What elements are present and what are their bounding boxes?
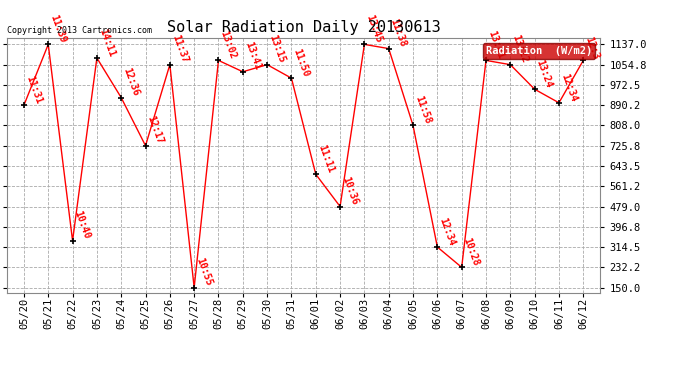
Text: 13:41: 13:41 [486, 29, 506, 60]
Text: 11:11: 11:11 [316, 143, 335, 174]
Text: 11:38: 11:38 [388, 18, 408, 49]
Title: Solar Radiation Daily 20130613: Solar Radiation Daily 20130613 [167, 20, 440, 35]
Text: 14:11: 14:11 [97, 27, 117, 58]
Text: 11:31: 11:31 [24, 74, 43, 105]
Legend: Radiation  (W/m2): Radiation (W/m2) [482, 43, 595, 59]
Text: 11:39: 11:39 [48, 13, 68, 44]
Text: 12:3: 12:3 [583, 35, 601, 60]
Text: 13:22: 13:22 [511, 34, 530, 64]
Text: 12:17: 12:17 [146, 115, 165, 146]
Text: 10:36: 10:36 [340, 176, 359, 207]
Text: 10:28: 10:28 [462, 236, 481, 267]
Text: 11:50: 11:50 [291, 47, 311, 78]
Text: Copyright 2013 Cartronics.com: Copyright 2013 Cartronics.com [7, 26, 152, 35]
Text: 11:58: 11:58 [413, 94, 433, 126]
Text: 13:24: 13:24 [535, 58, 554, 89]
Text: 12:34: 12:34 [559, 72, 578, 103]
Text: 10:55: 10:55 [194, 256, 214, 288]
Text: 12:36: 12:36 [121, 67, 141, 98]
Text: 13:45: 13:45 [364, 13, 384, 44]
Text: 13:15: 13:15 [267, 34, 286, 64]
Text: 11:37: 11:37 [170, 34, 189, 64]
Text: 13:02: 13:02 [219, 29, 238, 60]
Text: 12:34: 12:34 [437, 216, 457, 247]
Text: 13:41: 13:41 [243, 41, 262, 72]
Text: 10:40: 10:40 [72, 210, 92, 241]
